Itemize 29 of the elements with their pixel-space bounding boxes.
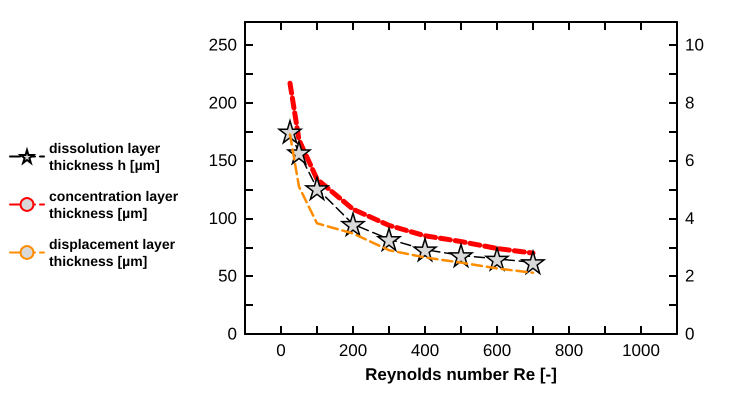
y-tick-label: 150: [208, 151, 237, 170]
y-tick-label: 250: [208, 36, 237, 55]
point: [278, 120, 302, 144]
x-tick-label: 600: [482, 341, 512, 360]
y2-tick-label: 2: [685, 266, 694, 286]
point: [413, 238, 437, 262]
x-tick-label: 400: [410, 341, 440, 360]
legend-label: dissolution layer thickness h [µm]: [49, 140, 164, 173]
x-axis-title: Reynolds number Re [-]: [365, 365, 557, 384]
legend-label: displacement layer thickness [µm]: [49, 236, 179, 269]
point: [521, 250, 545, 274]
x-tick-label: 1000: [622, 341, 660, 360]
y2-tick-label: 10: [685, 36, 704, 55]
x-tick-label: 200: [338, 341, 368, 360]
y-tick-label: 200: [208, 93, 237, 112]
legend-label: concentration layer thickness [µm]: [49, 188, 182, 221]
y2-tick-label: 4: [685, 208, 694, 228]
point: [377, 227, 401, 251]
point: [305, 176, 329, 200]
y-tick-label: 100: [208, 208, 237, 228]
point: [341, 212, 365, 236]
y2-tick-label: 6: [685, 151, 694, 170]
point: [485, 247, 509, 271]
x-tick-label: 800: [554, 341, 584, 360]
y2-tick-label: 0: [685, 324, 694, 344]
y-tick-label: 0: [228, 324, 237, 344]
y-tick-label: 50: [218, 266, 237, 286]
x-tick-label: 0: [276, 341, 286, 360]
y2-tick-label: 8: [685, 93, 694, 112]
